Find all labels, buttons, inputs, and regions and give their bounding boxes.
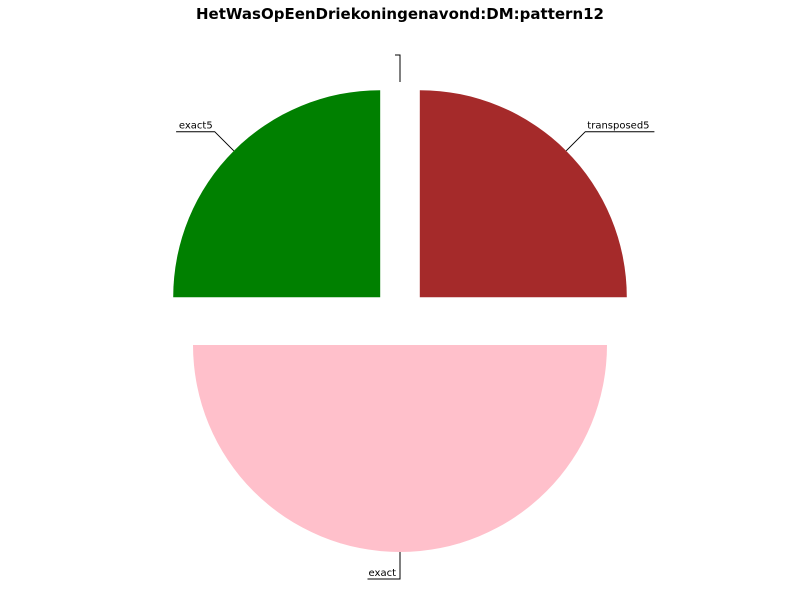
leader-line-exact5 (176, 131, 235, 152)
leader-line-exact (367, 552, 401, 580)
labels-layer: transposed5 exact exact5 (176, 54, 655, 580)
leader-line-empty-3 (395, 54, 401, 82)
pie-slice-exact (193, 345, 607, 552)
pie-slice-exact5 (173, 90, 381, 298)
pie-slice-transposed5 (419, 90, 627, 298)
slice-label-exact: exact (369, 568, 397, 579)
slices-layer (173, 90, 627, 552)
leader-line-transposed5 (565, 131, 655, 152)
slice-label-transposed5: transposed5 (587, 121, 649, 132)
slice-label-exact5: exact5 (179, 121, 213, 132)
leader-line-empty-5 (395, 54, 401, 82)
leader-line-empty-4 (395, 54, 401, 82)
chart-title: HetWasOpEenDriekoningenavond:DM:pattern1… (196, 5, 604, 23)
